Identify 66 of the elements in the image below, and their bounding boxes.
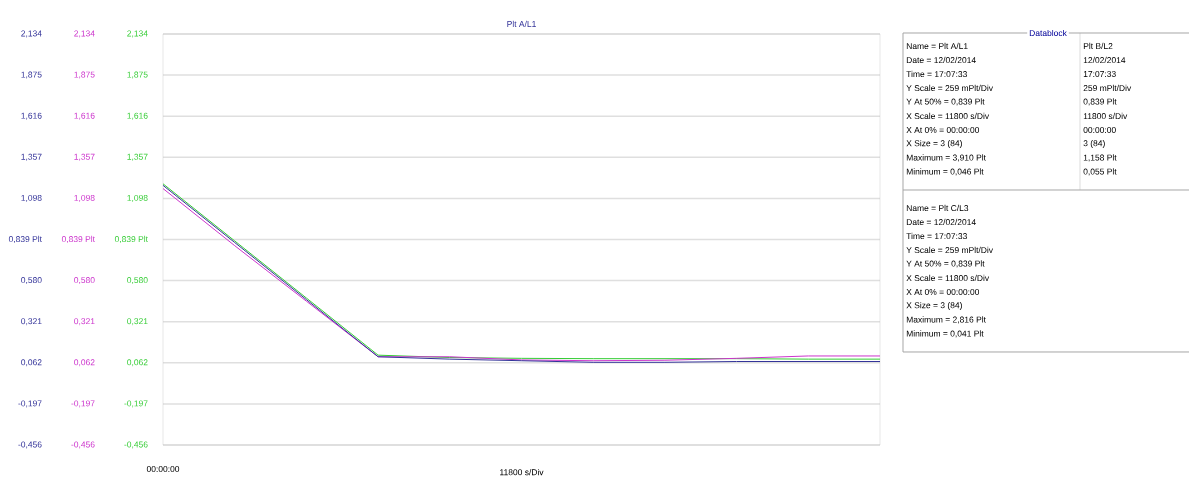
y-tick-label: 2,134 [127, 30, 148, 38]
text: X Size = 3 (84) [906, 302, 962, 310]
y-tick-label: 0,839 Plt [114, 235, 148, 244]
text: Date = 12/02/2014 [906, 218, 976, 226]
text: 17:07:33 [1083, 71, 1116, 77]
text: Plt B/L2 [1083, 42, 1113, 50]
y3-tick-label: 0,839 Plt [61, 235, 95, 244]
y3-tick-label: -0,197 [71, 400, 95, 408]
text: Y Scale = 259 mPlt/Div [906, 84, 993, 92]
y3-tick-label: 1,357 [74, 153, 95, 161]
text: X At 0% = 00:00:00 [906, 127, 980, 133]
y3-tick-label: 1,098 [74, 194, 95, 202]
text: 1,158 Plt [1083, 154, 1117, 162]
text: Time = 17:07:33 [906, 232, 967, 240]
y3-tick-label: 0,321 [74, 318, 95, 326]
text: Y At 50% = 0,839 Plt [906, 260, 985, 268]
y-tick-label: 0,062 [127, 359, 148, 367]
text: Y At 50% = 0,839 Plt [906, 98, 985, 106]
text: 3 (84) [1083, 140, 1105, 148]
text: Name = Plt C/L3 [906, 204, 969, 212]
y-tick-label: 1,616 [127, 112, 148, 120]
text: Maximum = 3,910 Plt [906, 154, 986, 162]
text: 00:00:00 [1083, 127, 1116, 133]
text: Name = Plt A/L1 [906, 42, 968, 50]
text: Date = 12/02/2014 [906, 56, 976, 64]
y-tick-label: -0,456 [124, 441, 148, 449]
text: Minimum = 0,041 Plt [906, 330, 984, 338]
y-tick-label: 0,580 [127, 277, 148, 285]
y3-tick-label: -0,456 [71, 441, 95, 449]
y2-tick-label: -0,456 [18, 441, 42, 449]
y2-tick-label: 1,098 [21, 194, 42, 202]
y2-tick-label: 1,357 [21, 153, 42, 161]
y2-tick-label: -0,197 [18, 400, 42, 408]
y2-tick-label: 0,839 Plt [8, 235, 42, 244]
x-axis-title: 11800 s/Div [500, 469, 544, 476]
text: 12/02/2014 [1083, 56, 1126, 64]
text: X Size = 3 (84) [906, 140, 962, 148]
y-tick-label: 1,357 [127, 153, 148, 161]
text: 11800 s/Div [1083, 112, 1128, 120]
y-tick-label: 1,875 [127, 71, 148, 79]
y-tick-label: 1,098 [127, 194, 148, 202]
text: Time = 17:07:33 [906, 70, 967, 78]
y2-tick-label: 0,580 [21, 277, 42, 285]
text: 0,839 Plt [1083, 98, 1117, 106]
y2-tick-label: 1,616 [21, 112, 42, 120]
text: Minimum = 0,046 Plt [906, 168, 984, 176]
y2-tick-label: 0,062 [21, 359, 42, 367]
y2-tick-label: 0,321 [21, 318, 42, 326]
text: 259 mPlt/Div [1083, 84, 1132, 92]
text: X Scale = 11800 s/Div [906, 112, 990, 120]
y3-tick-label: 1,875 [74, 71, 95, 79]
y-tick-label: 0,321 [127, 318, 148, 326]
y2-tick-label: 1,875 [21, 71, 42, 79]
text: Datablock [1029, 29, 1067, 37]
text: 0,055 Plt [1083, 168, 1117, 176]
text: Maximum = 2,816 Plt [906, 316, 986, 324]
text: X At 0% = 00:00:00 [906, 289, 980, 295]
text: Y Scale = 259 mPlt/Div [906, 246, 993, 254]
text: X Scale = 11800 s/Div [906, 274, 990, 282]
y3-tick-label: 0,062 [74, 359, 95, 367]
y-tick-label: -0,197 [124, 400, 148, 408]
y2-tick-label: 2,134 [21, 30, 42, 38]
y3-tick-label: 2,134 [74, 30, 95, 38]
chart-title: Plt A/L1 [507, 20, 536, 27]
y3-tick-label: 1,616 [74, 112, 95, 120]
y3-tick-label: 0,580 [74, 277, 95, 285]
